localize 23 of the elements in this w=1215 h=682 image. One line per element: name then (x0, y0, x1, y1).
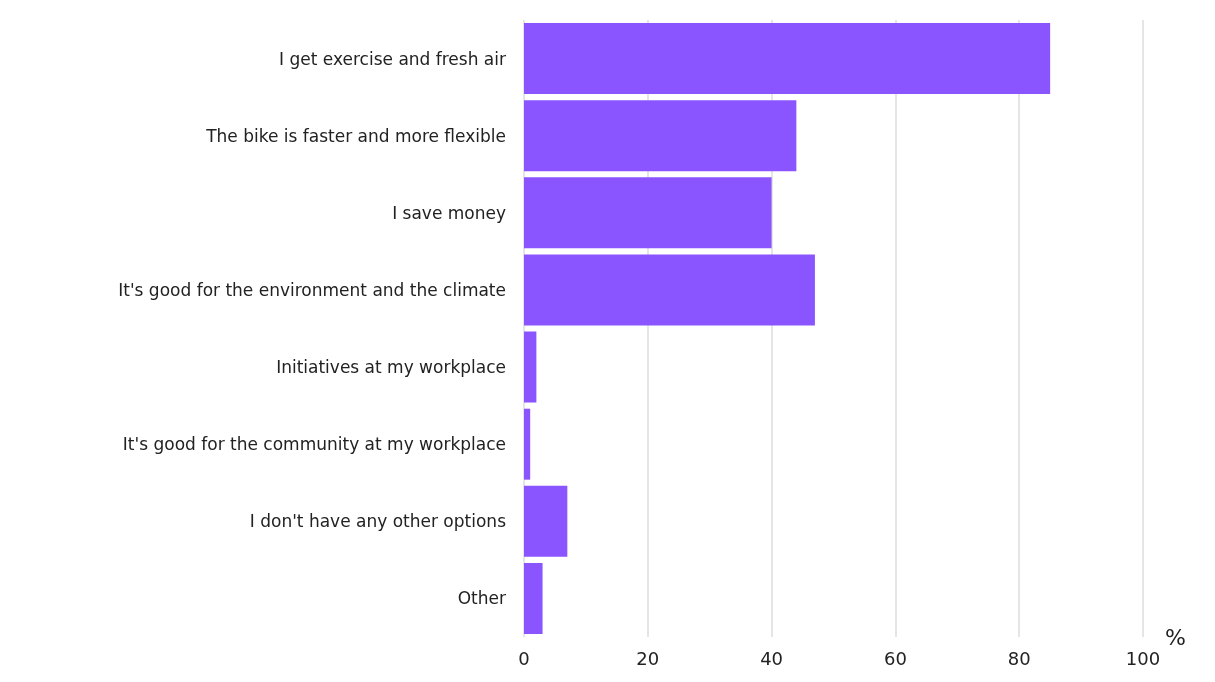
bar (524, 485, 568, 557)
y-tick-label: I don't have any other options (249, 511, 507, 532)
x-tick-label: 20 (636, 647, 660, 669)
y-tick-label: Other (457, 588, 506, 609)
y-tick-label: I save money (392, 202, 506, 223)
x-tick-label: 60 (883, 647, 907, 669)
x-tick-label: 0 (518, 647, 530, 669)
bar (524, 408, 531, 480)
x-tick-label: 100 (1125, 647, 1161, 669)
x-axis-title: % (1165, 624, 1186, 650)
bar (524, 23, 1051, 95)
y-tick-label: Initiatives at my workplace (276, 357, 506, 378)
x-tick-label: 40 (760, 647, 784, 669)
bar (524, 254, 815, 326)
bar (524, 562, 543, 634)
bar (524, 177, 772, 249)
bar (524, 331, 537, 403)
y-tick-label: I get exercise and fresh air (279, 48, 506, 69)
x-tick-label: 80 (1007, 647, 1031, 669)
y-tick-label: It's good for the community at my workplace (122, 434, 506, 455)
y-tick-label: It's good for the environment and the climate (118, 279, 506, 300)
y-tick-label: The bike is faster and more flexible (205, 125, 506, 146)
bar (524, 100, 797, 172)
